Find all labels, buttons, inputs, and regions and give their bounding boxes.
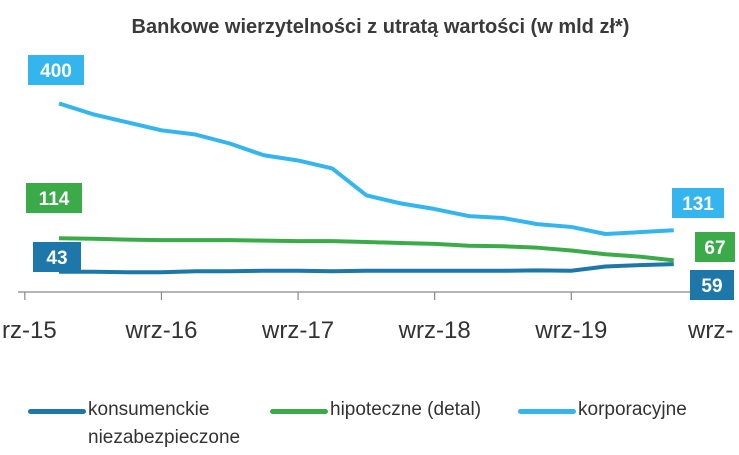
data-label-box: [672, 188, 724, 218]
x-tick-label: wrz-19: [534, 317, 607, 344]
x-tick-label: wrz-17: [261, 317, 334, 344]
data-label: 67: [704, 238, 725, 259]
chart-title: Bankowe wierzytelności z utratą wartości…: [131, 16, 630, 38]
x-tick-label: wrz-18: [398, 317, 471, 344]
x-tick-label: rz-15: [2, 317, 57, 344]
data-label: 59: [701, 276, 722, 297]
data-label: 131: [682, 194, 714, 215]
legend-swatch: [518, 409, 576, 414]
legend-swatch: [270, 409, 328, 414]
line: [58, 101, 674, 237]
data-label: 43: [46, 248, 67, 269]
x-tick-label: wrz-16: [124, 317, 197, 344]
data-label-box: [695, 232, 735, 262]
legend-label: hipoteczne (detal): [330, 399, 482, 420]
x-tick-label: wrz-: [687, 317, 733, 344]
line: [58, 236, 674, 263]
data-label-box: [26, 183, 82, 213]
data-label: 400: [40, 61, 72, 82]
data-label-box: [28, 55, 84, 85]
data-label-box: [690, 270, 734, 300]
legend-label: konsumenckie niezabezpieczone: [88, 399, 241, 448]
data-label-box: [33, 242, 81, 272]
data-label: 114: [39, 189, 70, 210]
legend-label: korporacyjne: [578, 399, 687, 420]
line: [58, 262, 674, 275]
legend-swatch: [28, 409, 86, 414]
